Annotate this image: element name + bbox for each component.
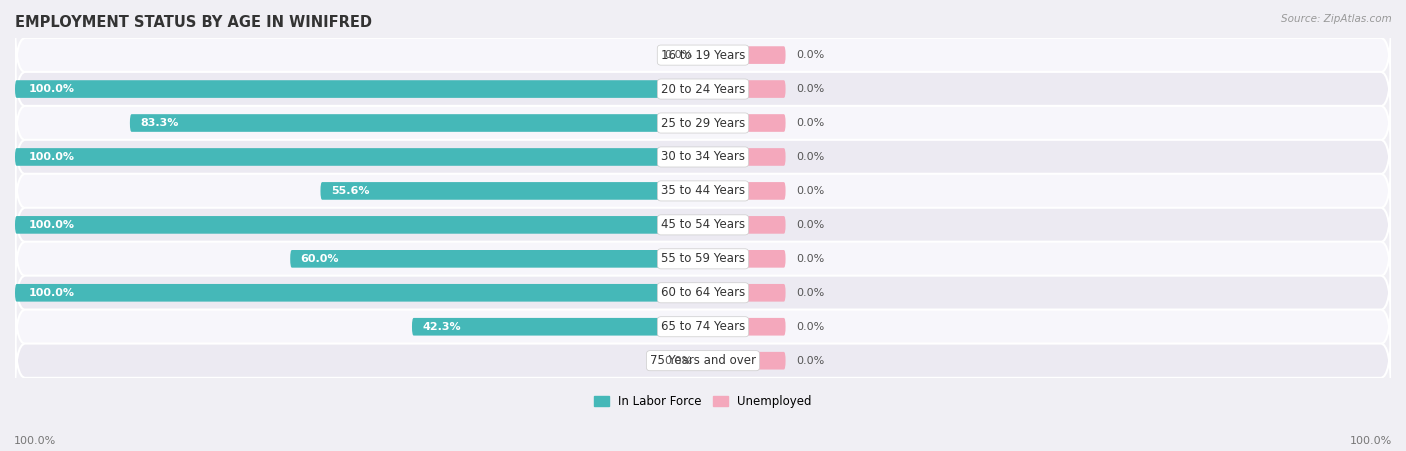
Legend: In Labor Force, Unemployed: In Labor Force, Unemployed: [589, 390, 817, 413]
Text: 35 to 44 Years: 35 to 44 Years: [661, 184, 745, 198]
FancyBboxPatch shape: [321, 182, 703, 200]
FancyBboxPatch shape: [15, 55, 1391, 123]
Text: 83.3%: 83.3%: [141, 118, 179, 128]
FancyBboxPatch shape: [15, 157, 1391, 225]
Text: 0.0%: 0.0%: [665, 50, 693, 60]
Text: 100.0%: 100.0%: [28, 152, 75, 162]
Text: 100.0%: 100.0%: [28, 288, 75, 298]
FancyBboxPatch shape: [703, 352, 786, 369]
FancyBboxPatch shape: [290, 250, 703, 267]
Text: 16 to 19 Years: 16 to 19 Years: [661, 49, 745, 62]
Text: 0.0%: 0.0%: [796, 50, 824, 60]
Text: 60.0%: 60.0%: [301, 254, 339, 264]
Text: 55.6%: 55.6%: [330, 186, 370, 196]
FancyBboxPatch shape: [15, 89, 1391, 157]
Text: Source: ZipAtlas.com: Source: ZipAtlas.com: [1281, 14, 1392, 23]
Text: 20 to 24 Years: 20 to 24 Years: [661, 83, 745, 96]
FancyBboxPatch shape: [15, 225, 1391, 293]
Text: 0.0%: 0.0%: [796, 322, 824, 332]
FancyBboxPatch shape: [703, 182, 786, 200]
FancyBboxPatch shape: [703, 148, 786, 166]
FancyBboxPatch shape: [671, 352, 703, 369]
FancyBboxPatch shape: [15, 293, 1391, 360]
FancyBboxPatch shape: [703, 250, 786, 267]
FancyBboxPatch shape: [129, 114, 703, 132]
FancyBboxPatch shape: [15, 327, 1391, 395]
Text: 100.0%: 100.0%: [28, 84, 75, 94]
Text: 0.0%: 0.0%: [665, 356, 693, 366]
FancyBboxPatch shape: [15, 191, 1391, 259]
Text: 75 Years and over: 75 Years and over: [650, 354, 756, 367]
FancyBboxPatch shape: [703, 216, 786, 234]
Text: 100.0%: 100.0%: [28, 220, 75, 230]
FancyBboxPatch shape: [15, 148, 703, 166]
Text: 100.0%: 100.0%: [1350, 437, 1392, 446]
FancyBboxPatch shape: [15, 21, 1391, 89]
FancyBboxPatch shape: [15, 123, 1391, 191]
FancyBboxPatch shape: [671, 46, 703, 64]
FancyBboxPatch shape: [703, 46, 786, 64]
Text: 25 to 29 Years: 25 to 29 Years: [661, 116, 745, 129]
FancyBboxPatch shape: [703, 318, 786, 336]
Text: 65 to 74 Years: 65 to 74 Years: [661, 320, 745, 333]
Text: 0.0%: 0.0%: [796, 220, 824, 230]
Text: 60 to 64 Years: 60 to 64 Years: [661, 286, 745, 299]
FancyBboxPatch shape: [412, 318, 703, 336]
FancyBboxPatch shape: [703, 80, 786, 98]
Text: 0.0%: 0.0%: [796, 152, 824, 162]
Text: 0.0%: 0.0%: [796, 254, 824, 264]
Text: EMPLOYMENT STATUS BY AGE IN WINIFRED: EMPLOYMENT STATUS BY AGE IN WINIFRED: [15, 15, 373, 30]
Text: 0.0%: 0.0%: [796, 186, 824, 196]
Text: 55 to 59 Years: 55 to 59 Years: [661, 252, 745, 265]
Text: 100.0%: 100.0%: [14, 437, 56, 446]
Text: 0.0%: 0.0%: [796, 356, 824, 366]
FancyBboxPatch shape: [703, 284, 786, 302]
Text: 0.0%: 0.0%: [796, 288, 824, 298]
Text: 0.0%: 0.0%: [796, 84, 824, 94]
Text: 45 to 54 Years: 45 to 54 Years: [661, 218, 745, 231]
FancyBboxPatch shape: [15, 216, 703, 234]
Text: 30 to 34 Years: 30 to 34 Years: [661, 151, 745, 163]
Text: 0.0%: 0.0%: [796, 118, 824, 128]
FancyBboxPatch shape: [703, 114, 786, 132]
FancyBboxPatch shape: [15, 284, 703, 302]
FancyBboxPatch shape: [15, 80, 703, 98]
Text: 42.3%: 42.3%: [422, 322, 461, 332]
FancyBboxPatch shape: [15, 259, 1391, 327]
